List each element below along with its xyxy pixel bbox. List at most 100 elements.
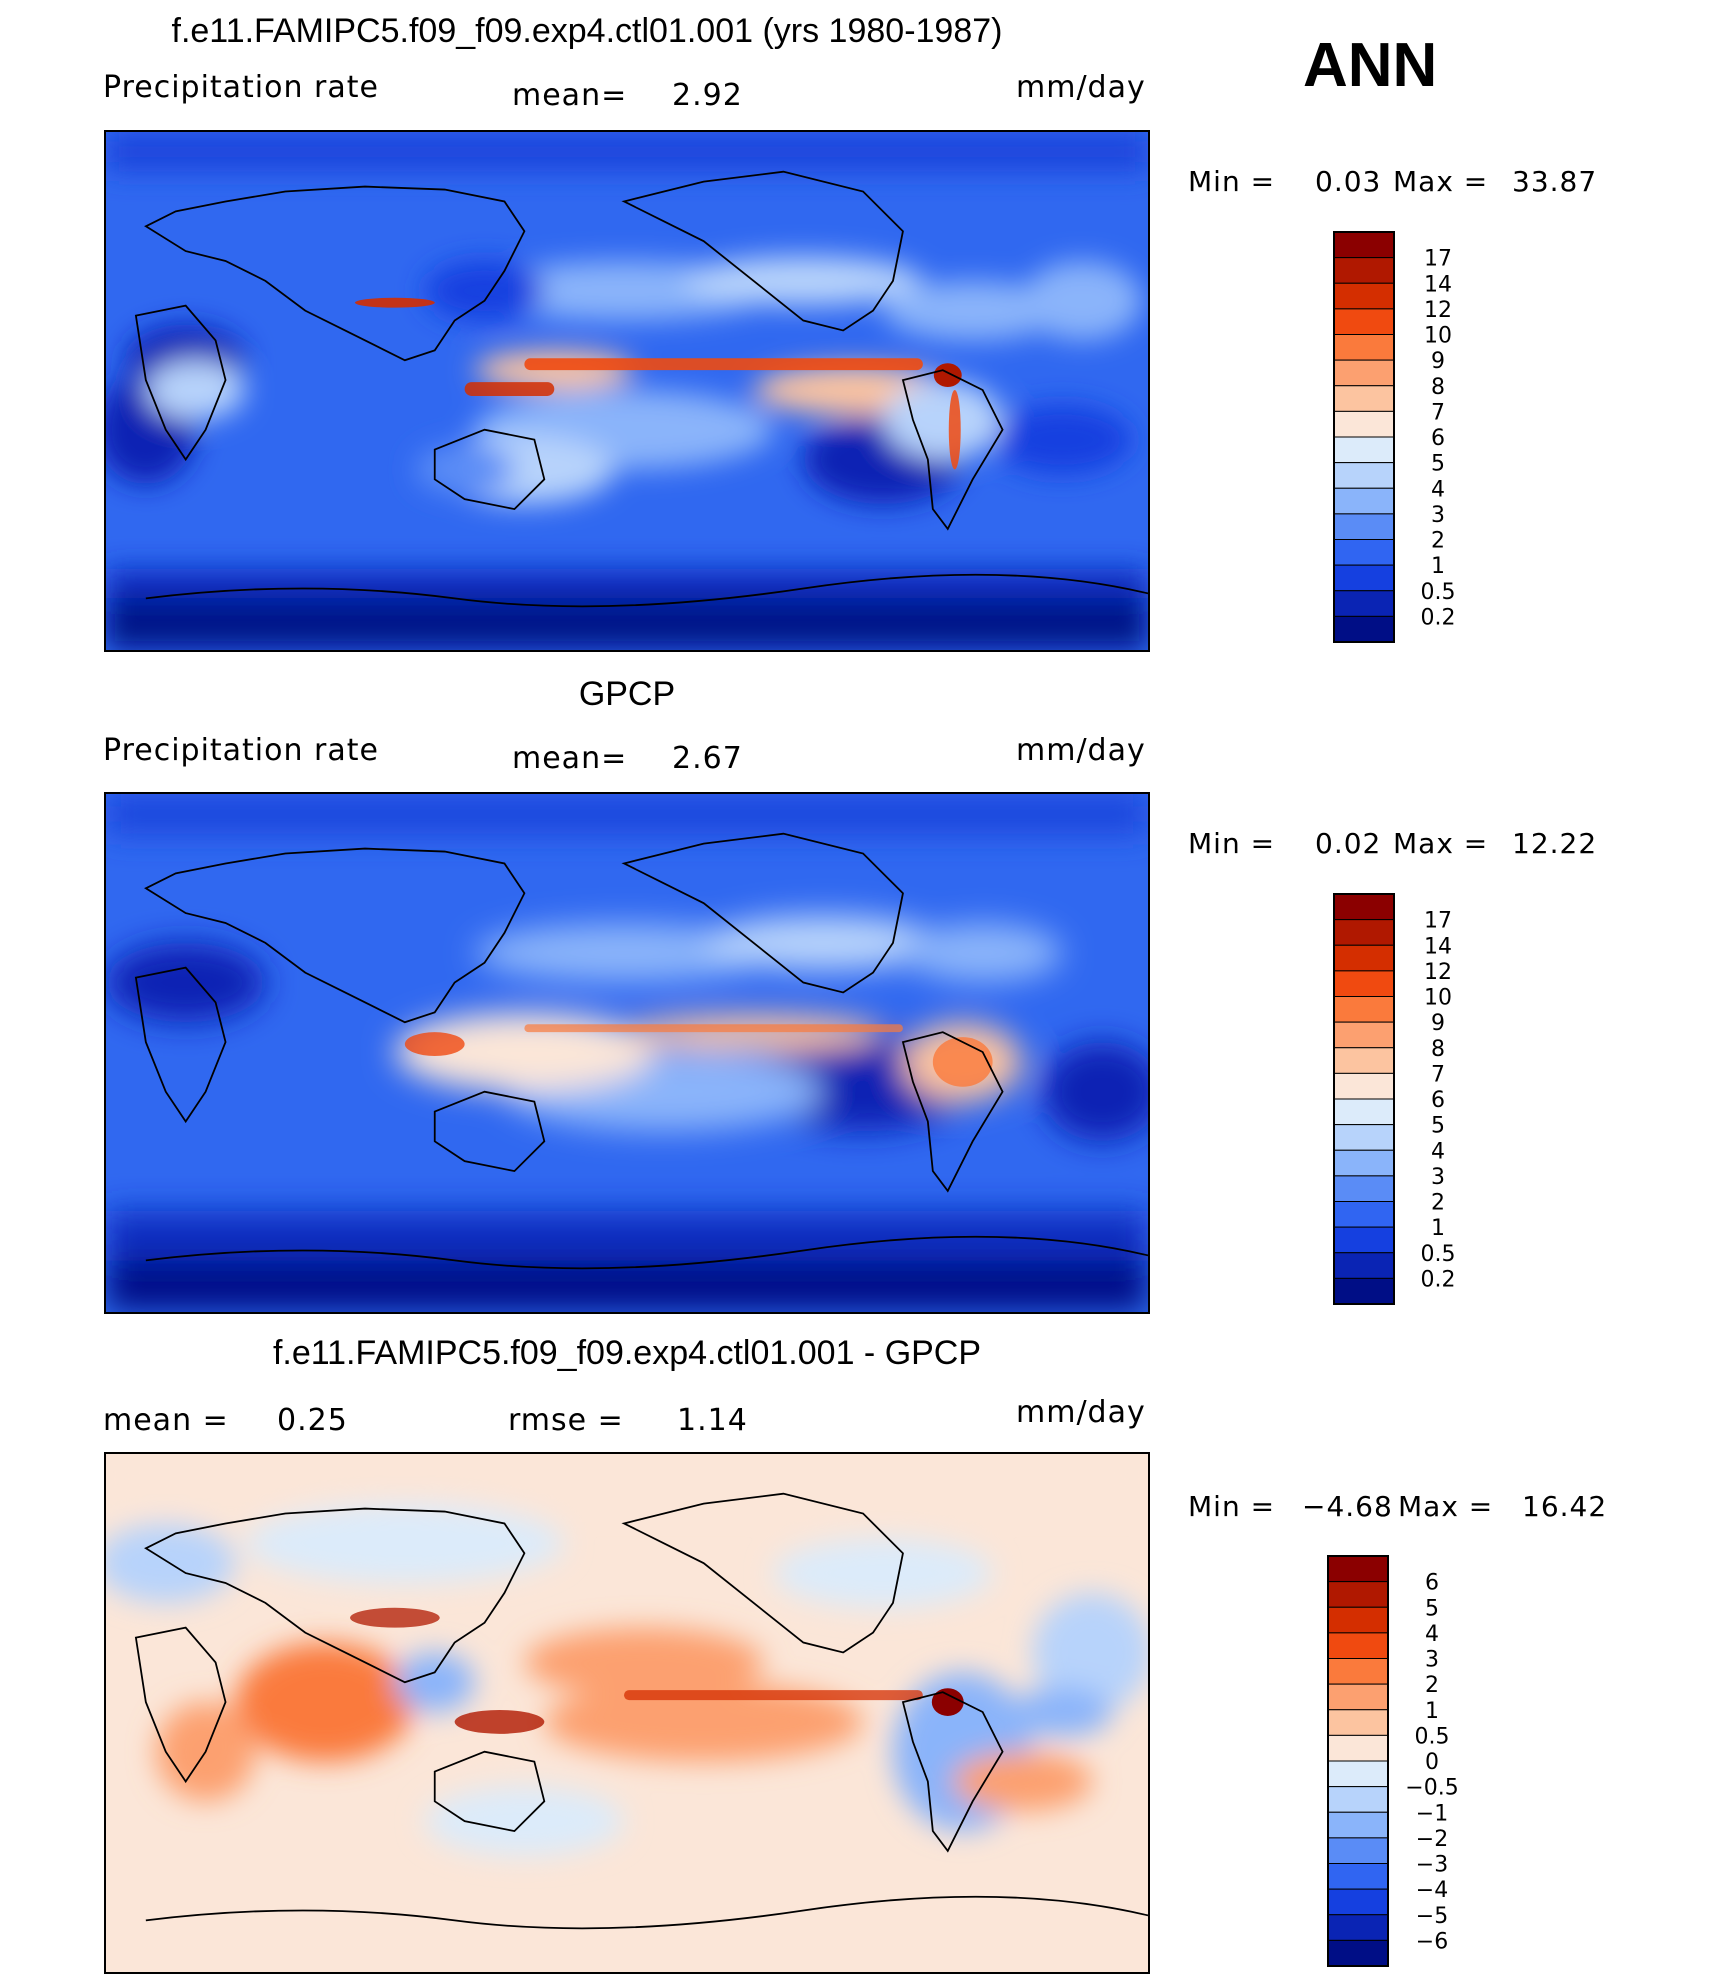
panel1-min-value: 0.03	[1315, 165, 1382, 198]
panel3-map-svg	[106, 1454, 1148, 1972]
colorbar-tick-label: 10	[1424, 986, 1452, 1011]
colorbar-swatch	[1327, 1734, 1389, 1762]
panel2-max-label: Max =	[1393, 827, 1489, 860]
colorbar-swatch	[1333, 257, 1395, 284]
colorbar-swatch	[1333, 1149, 1395, 1177]
colorbar-swatch	[1333, 359, 1395, 387]
colorbar-swatch	[1333, 282, 1395, 310]
colorbar-swatch	[1327, 1709, 1389, 1736]
panel2-units: mm/day	[1016, 733, 1146, 768]
colorbar-frame	[1333, 231, 1395, 643]
colorbar-swatch	[1333, 970, 1395, 998]
colorbar-swatch	[1333, 564, 1395, 592]
colorbar-swatch	[1333, 919, 1395, 946]
colorbar-tick-label: 3	[1431, 503, 1445, 528]
colorbar-tick-label: 7	[1431, 1062, 1445, 1087]
colorbar-tick-label: 5	[1425, 1596, 1439, 1621]
colorbar-swatch	[1327, 1786, 1389, 1813]
panel1-max-label: Max =	[1393, 165, 1489, 198]
colorbar-tick-label: 14	[1424, 272, 1452, 297]
panel2-min-value: 0.02	[1315, 827, 1382, 860]
panel1-variable-label: Precipitation rate	[103, 70, 379, 105]
colorbar-tick-label: 6	[1425, 1571, 1439, 1596]
panel1-units: mm/day	[1016, 70, 1146, 105]
colorbar-tick-label: 0	[1425, 1750, 1439, 1775]
colorbar-swatch	[1333, 513, 1395, 541]
colorbar-tick-label: 4	[1425, 1622, 1439, 1647]
panel3-himalaya-bias	[350, 1607, 440, 1628]
colorbar-tick-label: 6	[1431, 426, 1445, 451]
colorbar-tick-label: 10	[1424, 324, 1452, 349]
colorbar-swatch	[1333, 462, 1395, 489]
colorbar-swatch	[1333, 1047, 1395, 1074]
panel1-map-svg	[106, 132, 1148, 650]
colorbar-swatch	[1327, 1760, 1389, 1788]
colorbar-swatch	[1333, 487, 1395, 515]
colorbar-tick-label: 2	[1431, 1191, 1445, 1216]
colorbar-tick-label: −1	[1416, 1801, 1448, 1826]
panel2-gpcp-precip-map	[104, 792, 1150, 1314]
panel3-itcz-bias	[624, 1690, 923, 1701]
panel2-mean-label: mean=	[512, 741, 628, 776]
colorbar-tick-label: 2	[1431, 529, 1445, 554]
colorbar-swatch	[1333, 231, 1395, 259]
panel1-max-value: 33.87	[1512, 165, 1598, 198]
colorbar-tick-label: 5	[1431, 452, 1445, 477]
panel2-min-label: Min =	[1188, 827, 1276, 860]
panel1-himalaya-band	[355, 297, 435, 308]
colorbar-tick-label: 7	[1431, 400, 1445, 425]
panel1-central-america	[933, 363, 962, 388]
panel3-maritime-bias	[454, 1710, 545, 1734]
panel3-colorbar: 6 5 4 3 2 1 0.5 0 −0.5 −1 −2 −3 −4 −5 −6	[1327, 1555, 1548, 1968]
colorbar-swatch	[1333, 590, 1395, 617]
colorbar-swatch	[1327, 1939, 1389, 1967]
panel1-mean-value: 2.92	[672, 78, 743, 113]
colorbar-tick-label: 12	[1424, 298, 1452, 323]
colorbar-tick-label: 4	[1431, 1139, 1445, 1164]
panel3-min-value: −4.68	[1302, 1490, 1393, 1523]
panel1-model-precip-map	[104, 130, 1150, 652]
colorbar-tick-label: 4	[1431, 477, 1445, 502]
panel3-title: f.e11.FAMIPC5.f09_f09.exp4.ctl01.001 - G…	[272, 1334, 982, 1372]
season-label: ANN	[1303, 31, 1438, 100]
colorbar-swatch	[1333, 410, 1395, 438]
colorbar-tick-label: −3	[1416, 1853, 1448, 1878]
colorbar-tick-label: 9	[1431, 1011, 1445, 1036]
colorbar-tick-label: 0.2	[1421, 1267, 1456, 1292]
colorbar-swatch	[1333, 1252, 1395, 1279]
panel3-difference-map	[104, 1452, 1150, 1974]
panel3-coastlines	[134, 1492, 1148, 1930]
colorbar-swatch	[1333, 996, 1395, 1023]
colorbar-swatch	[1333, 1098, 1395, 1126]
colorbar-swatch	[1327, 1811, 1389, 1839]
panel3-units: mm/day	[1016, 1395, 1146, 1430]
panel3-rmse-label: rmse =	[508, 1403, 624, 1438]
colorbar-tick-label: 14	[1424, 934, 1452, 959]
panel1-min-label: Min =	[1188, 165, 1276, 198]
colorbar-tick-label: 1	[1431, 1216, 1445, 1241]
colorbar-tick-label: −2	[1416, 1827, 1448, 1852]
colorbar-swatch	[1333, 615, 1395, 643]
panel1-mean-label: mean=	[512, 78, 628, 113]
colorbar-frame	[1327, 1555, 1389, 1967]
panel2-title: GPCP	[578, 675, 676, 713]
panel2-variable-label: Precipitation rate	[103, 733, 379, 768]
colorbar-tick-label: 17	[1424, 247, 1452, 272]
colorbar-swatch	[1327, 1914, 1389, 1941]
colorbar-tick-label: 6	[1431, 1088, 1445, 1113]
panel1-colorbar: 17 14 12 10 9 8 7 6 5 4 3 2 1 0.5 0.2	[1333, 231, 1534, 644]
colorbar-tick-label: −6	[1416, 1929, 1448, 1954]
colorbar-swatch	[1333, 1277, 1395, 1305]
colorbar-swatch	[1333, 1226, 1395, 1254]
colorbar-frame	[1333, 893, 1395, 1305]
colorbar-swatch	[1327, 1888, 1389, 1916]
colorbar-swatch	[1333, 436, 1395, 464]
colorbar-tick-label: 8	[1431, 1037, 1445, 1062]
colorbar-swatch	[1333, 385, 1395, 412]
colorbar-tick-label: 5	[1431, 1114, 1445, 1139]
colorbar-swatch	[1327, 1683, 1389, 1711]
colorbar-swatch	[1327, 1581, 1389, 1608]
